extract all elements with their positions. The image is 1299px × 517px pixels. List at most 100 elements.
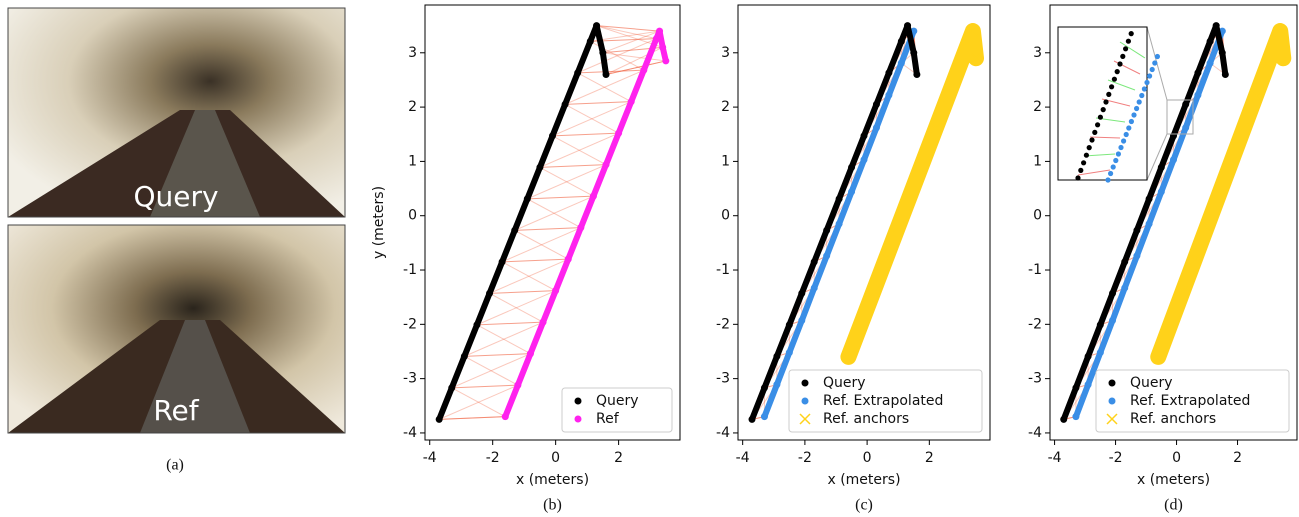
point (1096, 349, 1104, 357)
point (885, 69, 893, 77)
plot: -4 -2 0 2 -4 -3 -2 -1 0 1 2 3 x (meters) (c) Query Ref.… (716, 4, 991, 514)
inset-dot (1086, 145, 1092, 151)
inset-dot (1092, 129, 1098, 135)
point (967, 25, 979, 37)
inset-dot (1109, 84, 1115, 90)
y-tick-label: 1 (721, 153, 730, 169)
match-link (605, 60, 666, 76)
point (1277, 52, 1289, 64)
inset-dot (1125, 38, 1131, 44)
plot: -4 -2 0 2 -4 -3 -2 -1 0 1 2 3 x (meters) (d) Query Ref.… (1028, 4, 1298, 514)
x-axis-label: x (meters) (827, 472, 900, 488)
trajectory (840, 23, 984, 365)
point (897, 37, 905, 45)
legend-box (788, 369, 983, 433)
point (917, 155, 929, 167)
inset-dot (1110, 164, 1116, 170)
point (561, 100, 569, 108)
legend-marker (801, 397, 809, 405)
point (910, 49, 918, 57)
inset-link (1107, 79, 1136, 91)
point (435, 415, 443, 423)
inset-link (1119, 41, 1146, 59)
x-tick-label: -2 (486, 450, 500, 466)
match-link (501, 227, 582, 263)
x-tick-label: -2 (1109, 450, 1123, 466)
point (954, 58, 966, 70)
point (930, 123, 942, 135)
legend-marker (1108, 397, 1116, 405)
point (1084, 352, 1092, 360)
point (1274, 25, 1286, 37)
y-tick-label: -2 (403, 316, 417, 332)
zoom-inset (1057, 26, 1194, 183)
match-link (464, 355, 519, 386)
axes-frame (737, 4, 991, 441)
point (867, 286, 879, 298)
caption: (c) (855, 497, 873, 514)
y-tick-label: 3 (1033, 45, 1042, 61)
match-link (451, 384, 518, 389)
inset-dot (1097, 114, 1103, 120)
point (1121, 258, 1129, 266)
point (656, 27, 664, 35)
point (1109, 317, 1117, 325)
point (1189, 253, 1201, 265)
trajectory (1150, 23, 1292, 365)
point (1096, 321, 1104, 329)
y-tick-label: -3 (716, 371, 730, 387)
inset-dot (1139, 92, 1145, 99)
point (823, 252, 831, 260)
match-link (476, 290, 556, 326)
point (942, 90, 954, 102)
point (872, 124, 880, 132)
y-tick-label: -1 (716, 262, 730, 278)
point (1145, 220, 1153, 228)
point (904, 22, 912, 30)
legend-label: Query (1130, 375, 1173, 391)
point (1109, 289, 1117, 297)
y-tick-label: 1 (408, 153, 417, 169)
match-link (602, 52, 666, 62)
legend-label: Ref. anchors (823, 411, 909, 427)
point (760, 384, 768, 392)
match-link (527, 195, 594, 200)
match-link (596, 25, 660, 32)
point (473, 321, 481, 329)
match-link (489, 292, 544, 323)
legend-marker (574, 397, 582, 405)
trajectory (749, 22, 920, 423)
point (602, 161, 610, 169)
y-tick-label: -4 (403, 425, 417, 441)
match-link (602, 30, 660, 54)
point (842, 351, 854, 363)
inset-dot (1089, 137, 1095, 143)
match-link (489, 258, 569, 294)
point (835, 195, 843, 203)
point (1133, 226, 1141, 234)
point (652, 35, 660, 43)
point (1218, 49, 1226, 57)
match-link (596, 25, 657, 40)
match-link (564, 69, 644, 105)
inset-dot (1121, 138, 1127, 144)
y-tick-label: 0 (1033, 208, 1042, 224)
point (1182, 124, 1190, 132)
inset-link (1089, 136, 1121, 139)
point (1121, 284, 1129, 292)
inset-dot (1083, 152, 1089, 158)
match-link (501, 261, 556, 292)
match-link (514, 227, 581, 231)
point (1072, 413, 1080, 421)
point (514, 381, 522, 389)
image-label: Query (133, 180, 218, 213)
point (855, 318, 867, 330)
point (1206, 59, 1214, 67)
point (1170, 156, 1177, 164)
point (1182, 100, 1190, 108)
match-link (464, 321, 544, 357)
point (760, 413, 768, 421)
y-tick-label: -3 (1028, 371, 1042, 387)
point (773, 381, 781, 389)
y-tick-label: -2 (716, 316, 730, 332)
